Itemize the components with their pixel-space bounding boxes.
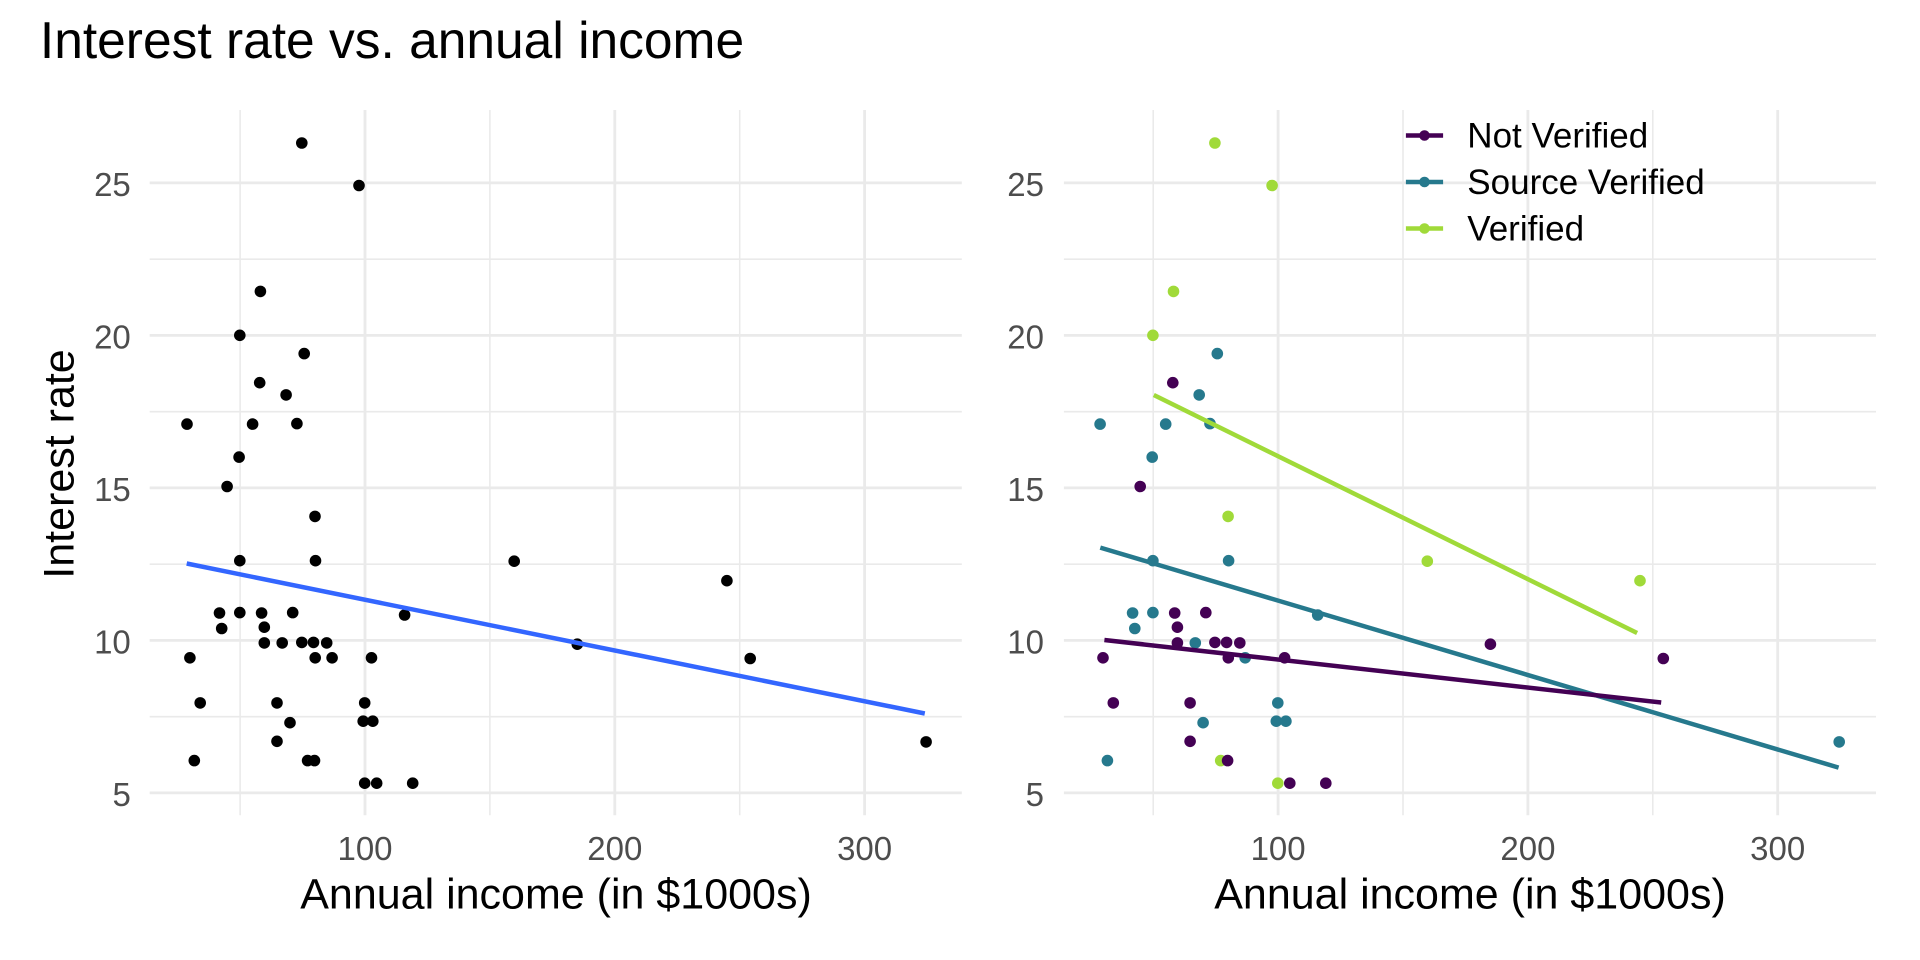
svg-text:Interest rate vs. annual incom: Interest rate vs. annual income bbox=[40, 11, 744, 69]
svg-text:200: 200 bbox=[587, 830, 642, 867]
svg-text:25: 25 bbox=[1007, 166, 1044, 203]
svg-text:300: 300 bbox=[837, 830, 892, 867]
svg-text:100: 100 bbox=[337, 830, 392, 867]
svg-text:5: 5 bbox=[1026, 776, 1044, 813]
svg-text:200: 200 bbox=[1500, 830, 1555, 867]
svg-text:Source Verified: Source Verified bbox=[1467, 163, 1704, 202]
svg-text:300: 300 bbox=[1750, 830, 1805, 867]
svg-text:5: 5 bbox=[112, 776, 130, 813]
svg-text:Interest rate: Interest rate bbox=[35, 349, 83, 578]
svg-text:Annual income (in $1000s): Annual income (in $1000s) bbox=[300, 870, 812, 918]
svg-text:20: 20 bbox=[1007, 318, 1044, 355]
svg-text:10: 10 bbox=[1007, 623, 1044, 660]
svg-text:25: 25 bbox=[94, 166, 131, 203]
svg-text:100: 100 bbox=[1251, 830, 1306, 867]
svg-text:20: 20 bbox=[94, 318, 131, 355]
svg-text:10: 10 bbox=[94, 623, 131, 660]
svg-text:15: 15 bbox=[1007, 471, 1044, 508]
svg-text:Annual income (in $1000s): Annual income (in $1000s) bbox=[1214, 870, 1726, 918]
svg-text:Verified: Verified bbox=[1467, 210, 1584, 249]
svg-text:Not Verified: Not Verified bbox=[1467, 117, 1648, 156]
svg-text:15: 15 bbox=[94, 471, 131, 508]
